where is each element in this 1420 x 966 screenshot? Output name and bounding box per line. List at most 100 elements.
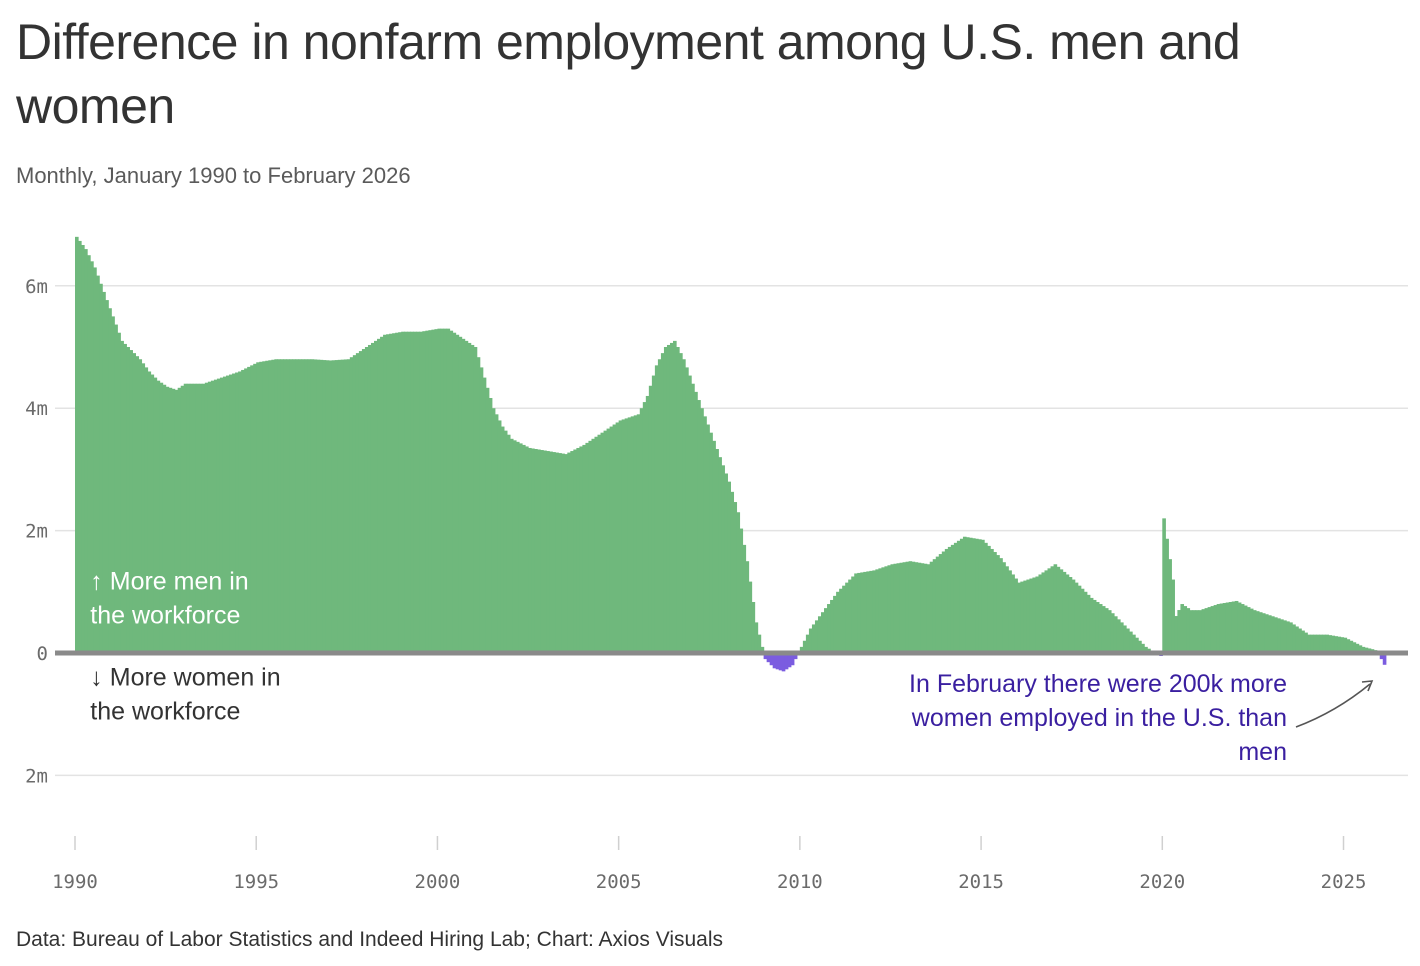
area-bar: [1237, 602, 1242, 653]
area-bar: [1249, 608, 1254, 653]
area-bar: [1083, 591, 1088, 653]
area-bar: [186, 383, 191, 653]
area-bar: [274, 359, 278, 653]
area-bar: [377, 338, 381, 653]
area-bar: [367, 344, 372, 653]
area-bar: [135, 356, 140, 653]
y-tick-label-0: 6m: [25, 276, 48, 298]
area-bar: [413, 331, 417, 653]
area-bar: [878, 568, 883, 653]
area-bar: [177, 387, 182, 653]
area-bar: [114, 324, 118, 653]
area-bar: [645, 395, 650, 653]
area-bar: [337, 359, 342, 653]
area-bar: [769, 653, 774, 666]
area-bar: [183, 383, 188, 653]
area-bar: [908, 561, 913, 653]
area-bar: [842, 585, 846, 653]
area-bar: [938, 554, 943, 653]
area-bar: [546, 451, 550, 653]
area-bar: [1201, 609, 1206, 653]
area-bar: [890, 564, 895, 653]
area-bar: [1177, 610, 1182, 653]
area-bar: [443, 328, 448, 653]
area-bar: [398, 332, 402, 653]
area-bar: [654, 365, 659, 653]
area-bar: [374, 340, 378, 653]
area-bar: [833, 595, 837, 653]
area-bar: [283, 359, 288, 653]
area-bar: [591, 438, 596, 653]
area-bar: [319, 359, 324, 653]
area-bar: [286, 359, 291, 653]
area-bar: [219, 377, 224, 653]
area-bar: [787, 653, 792, 668]
area-bar: [497, 420, 502, 653]
area-bar: [944, 548, 949, 653]
area-bar: [440, 328, 445, 653]
area-bar: [407, 331, 411, 653]
area-bar: [1092, 599, 1097, 653]
annotation-arrowhead: [1361, 680, 1374, 692]
area-bar: [277, 359, 281, 653]
area-bar: [612, 424, 617, 653]
area-bar: [467, 342, 472, 653]
area-bar: [621, 419, 626, 653]
area-bar: [1020, 581, 1024, 653]
area-bar: [875, 569, 879, 653]
data-area: [75, 236, 1387, 672]
area-bar: [682, 359, 686, 653]
area-bar: [1120, 622, 1124, 653]
area-bar: [624, 418, 629, 653]
area-bar: [676, 347, 680, 653]
area-bar: [733, 502, 738, 653]
area-bar: [1234, 600, 1239, 653]
area-bar: [1252, 610, 1257, 653]
area-bar: [189, 383, 194, 653]
area-bar: [1050, 566, 1055, 653]
area-bar: [1005, 566, 1009, 653]
area-bar: [561, 453, 565, 653]
area-bar: [969, 537, 973, 653]
area-bar: [739, 528, 744, 653]
area-bar: [268, 360, 272, 653]
area-bar: [663, 347, 668, 653]
area-bar: [506, 434, 511, 653]
chart-title: Difference in nonfarm employment among U…: [16, 14, 1241, 134]
area-bar: [1047, 568, 1052, 653]
x-tick-label-1: 1995: [233, 871, 279, 893]
area-bar: [975, 538, 979, 653]
area-bar: [1228, 602, 1233, 653]
area-bar: [748, 581, 753, 653]
area-bar: [401, 331, 405, 653]
area-bar: [666, 344, 671, 653]
area-bar: [1316, 634, 1320, 653]
area-bar: [757, 634, 762, 653]
area-bar: [162, 384, 167, 653]
area-bar: [700, 408, 704, 653]
area-bar: [811, 624, 816, 653]
area-bar: [751, 602, 756, 653]
area-bar: [1331, 635, 1336, 653]
area-bar: [346, 359, 351, 653]
area-bar: [174, 389, 179, 653]
area-bar: [630, 416, 635, 653]
area-bar: [256, 362, 260, 653]
area-bar: [235, 372, 239, 653]
area-bar: [706, 424, 710, 653]
area-bar: [691, 383, 695, 653]
area-bar: [648, 385, 653, 653]
area-bar: [364, 347, 369, 653]
area-bar: [1322, 634, 1326, 653]
area-bar: [959, 538, 964, 653]
area-bar: [609, 426, 614, 653]
area-bar: [990, 548, 994, 653]
area-bar: [1135, 637, 1139, 653]
area-bar: [657, 359, 662, 653]
area-bar: [582, 444, 587, 653]
area-bar: [531, 448, 535, 653]
area-bar: [1204, 608, 1209, 653]
area-bar: [358, 351, 363, 653]
area-bar: [1101, 606, 1106, 653]
area-bar: [821, 612, 825, 653]
